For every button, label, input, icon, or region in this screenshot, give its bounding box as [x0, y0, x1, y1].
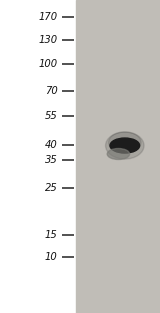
Text: 15: 15 — [45, 230, 58, 240]
Text: 40: 40 — [45, 140, 58, 150]
Ellipse shape — [107, 149, 130, 160]
Ellipse shape — [106, 132, 144, 159]
Text: 100: 100 — [38, 59, 58, 69]
Ellipse shape — [110, 138, 140, 153]
Text: 35: 35 — [45, 155, 58, 165]
Text: 25: 25 — [45, 183, 58, 193]
Ellipse shape — [108, 132, 141, 153]
Bar — [76, 0, 160, 313]
Text: 130: 130 — [38, 35, 58, 45]
Text: 70: 70 — [45, 86, 58, 96]
Text: 10: 10 — [45, 252, 58, 262]
Bar — [0, 0, 76, 313]
Text: 170: 170 — [38, 12, 58, 22]
Text: 55: 55 — [45, 111, 58, 121]
